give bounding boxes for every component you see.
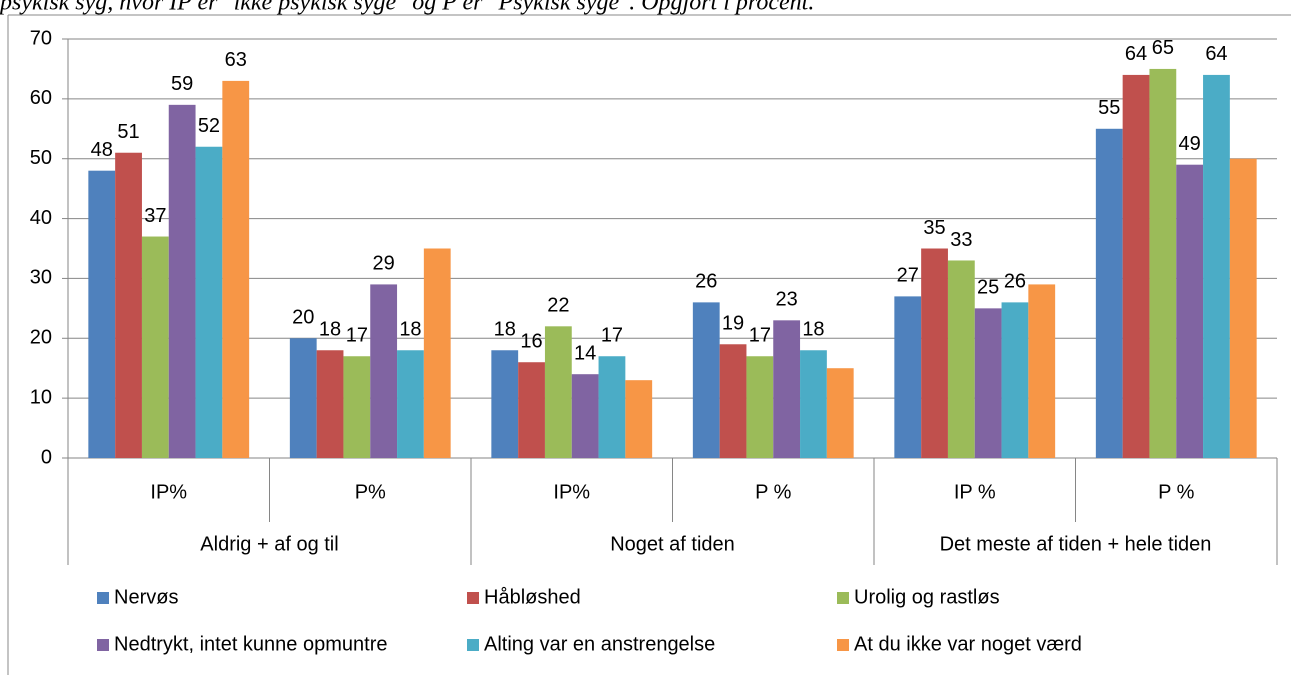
data-label: 17 <box>601 325 623 347</box>
data-label: 17 <box>346 325 368 347</box>
legend-swatch <box>837 592 849 604</box>
group-label: Det meste af tiden + hele tiden <box>940 533 1212 555</box>
legend-label: Håbløshed <box>484 586 581 608</box>
bar <box>800 350 827 458</box>
bar <box>518 362 545 458</box>
y-tick-label: 0 <box>41 446 52 468</box>
bar <box>343 356 371 458</box>
x-tick-label: IP% <box>553 481 590 503</box>
data-label: 23 <box>776 289 798 311</box>
y-tick-label: 20 <box>30 327 52 349</box>
legend-swatch <box>97 592 109 604</box>
x-tick-label: P% <box>355 481 386 503</box>
bar <box>423 248 451 458</box>
bar <box>168 104 196 458</box>
bar <box>921 248 948 458</box>
bar <box>397 350 424 458</box>
data-label: 33 <box>950 229 972 251</box>
bar <box>1122 74 1150 459</box>
data-label: 63 <box>225 49 247 71</box>
legend-label: Urolig og rastløs <box>854 586 1000 608</box>
data-label: 18 <box>399 319 421 341</box>
data-label: 49 <box>1179 133 1201 155</box>
bar <box>289 338 317 458</box>
x-tick-label: IP % <box>954 481 996 503</box>
group-label: Aldrig + af og til <box>200 533 338 555</box>
bar <box>598 356 626 458</box>
data-label: 14 <box>574 342 596 364</box>
legend-label: At du ikke var noget værd <box>854 633 1082 655</box>
data-label: 20 <box>292 307 314 329</box>
bar <box>141 236 169 458</box>
data-label: 37 <box>144 205 166 227</box>
y-tick-label: 40 <box>30 207 52 229</box>
bar <box>491 350 519 458</box>
legend-label: Nedtrykt, intet kunne opmuntre <box>114 633 387 655</box>
bar <box>316 350 344 458</box>
bar <box>544 326 572 458</box>
bar <box>746 356 774 458</box>
y-tick-label: 10 <box>30 386 52 408</box>
bar <box>88 170 116 458</box>
data-label: 18 <box>319 319 341 341</box>
bar <box>1001 302 1029 458</box>
data-label: 59 <box>171 73 193 95</box>
bar <box>222 80 250 459</box>
legend-swatch <box>467 592 479 604</box>
bar <box>773 320 801 458</box>
bar <box>625 380 653 458</box>
bar <box>692 302 720 458</box>
x-tick-label: IP% <box>150 481 187 503</box>
data-label: 26 <box>695 271 717 293</box>
data-label: 18 <box>802 319 824 341</box>
data-label: 51 <box>117 121 139 143</box>
data-label: 48 <box>91 139 113 161</box>
data-label: 17 <box>749 325 771 347</box>
data-label: 55 <box>1098 97 1120 119</box>
data-label: 29 <box>373 253 395 275</box>
data-label: 52 <box>198 115 220 137</box>
bar <box>370 284 398 458</box>
legend-swatch <box>467 639 479 651</box>
data-label: 22 <box>547 295 569 317</box>
bar <box>974 308 1002 458</box>
bar <box>115 152 142 458</box>
bar <box>195 146 223 458</box>
data-label: 64 <box>1205 43 1227 65</box>
bar <box>894 296 922 458</box>
bar <box>1203 74 1230 459</box>
data-label: 18 <box>494 319 516 341</box>
data-label: 25 <box>977 277 999 299</box>
legend-label: Alting var en anstrengelse <box>484 633 715 655</box>
data-label: 65 <box>1152 37 1174 59</box>
y-tick-label: 60 <box>30 87 52 109</box>
legend-swatch <box>97 639 109 651</box>
data-label: 16 <box>520 331 542 353</box>
data-label: 27 <box>897 265 919 287</box>
bar <box>571 374 599 458</box>
legend-swatch <box>837 639 849 651</box>
group-label: Noget af tiden <box>610 533 735 555</box>
chart-title: psykisk syg, hvor IP er "ikke psykisk sy… <box>0 0 814 16</box>
bar <box>1095 128 1123 459</box>
bar <box>826 368 854 458</box>
data-label: 19 <box>722 313 744 335</box>
bar <box>1229 158 1257 458</box>
bar <box>1149 68 1177 458</box>
legend-label: Nervøs <box>114 586 178 608</box>
y-tick-label: 50 <box>30 147 52 169</box>
x-tick-label: P % <box>755 481 792 503</box>
bar <box>719 344 747 458</box>
x-tick-label: P % <box>1158 481 1195 503</box>
bar <box>947 260 975 458</box>
y-tick-label: 70 <box>30 27 52 49</box>
y-tick-label: 30 <box>30 267 52 289</box>
data-label: 26 <box>1004 271 1026 293</box>
data-label: 64 <box>1125 43 1147 65</box>
data-label: 35 <box>923 217 945 239</box>
bar <box>1028 284 1056 458</box>
bar <box>1176 164 1204 458</box>
